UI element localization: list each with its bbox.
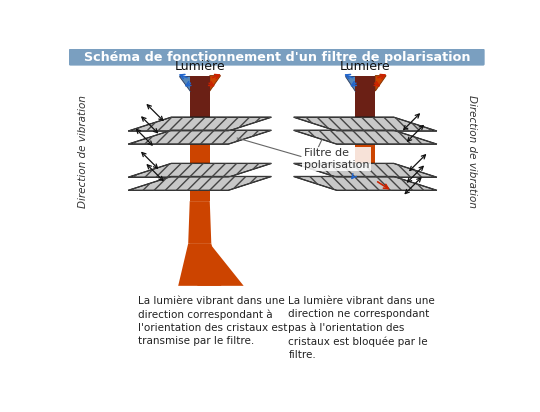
Polygon shape xyxy=(355,168,375,182)
Polygon shape xyxy=(294,176,437,190)
Polygon shape xyxy=(190,243,244,286)
Polygon shape xyxy=(294,130,437,144)
Text: Filtre de
polarisation: Filtre de polarisation xyxy=(303,148,369,170)
Text: La lumière vibrant dans une
direction ne correspondant
pas à l'orientation des
c: La lumière vibrant dans une direction ne… xyxy=(288,296,435,360)
Polygon shape xyxy=(210,76,220,91)
Polygon shape xyxy=(355,122,375,168)
Polygon shape xyxy=(178,243,221,286)
Polygon shape xyxy=(355,117,375,145)
Text: Lumière: Lumière xyxy=(340,60,390,73)
Polygon shape xyxy=(190,76,210,91)
Text: La lumière vibrant dans une
direction correspondant à
l'orientation des cristaux: La lumière vibrant dans une direction co… xyxy=(138,296,287,346)
Polygon shape xyxy=(190,91,210,122)
Polygon shape xyxy=(128,164,272,177)
Polygon shape xyxy=(375,76,386,91)
Polygon shape xyxy=(190,168,210,201)
Polygon shape xyxy=(179,76,190,91)
Polygon shape xyxy=(294,117,437,131)
Polygon shape xyxy=(190,122,210,168)
Text: Schéma de fonctionnement d'un filtre de polarisation: Schéma de fonctionnement d'un filtre de … xyxy=(84,51,470,63)
Polygon shape xyxy=(190,117,210,145)
Polygon shape xyxy=(128,117,272,131)
Polygon shape xyxy=(188,201,211,243)
Text: Direction de vibration: Direction de vibration xyxy=(78,95,87,208)
Polygon shape xyxy=(128,130,272,144)
FancyBboxPatch shape xyxy=(69,49,485,66)
Polygon shape xyxy=(345,76,355,91)
Text: Direction de vibration: Direction de vibration xyxy=(467,95,477,208)
Text: Lumière: Lumière xyxy=(174,60,225,73)
Polygon shape xyxy=(355,91,375,122)
Polygon shape xyxy=(294,164,437,177)
Polygon shape xyxy=(355,76,375,91)
Polygon shape xyxy=(190,163,210,190)
Polygon shape xyxy=(128,176,272,190)
